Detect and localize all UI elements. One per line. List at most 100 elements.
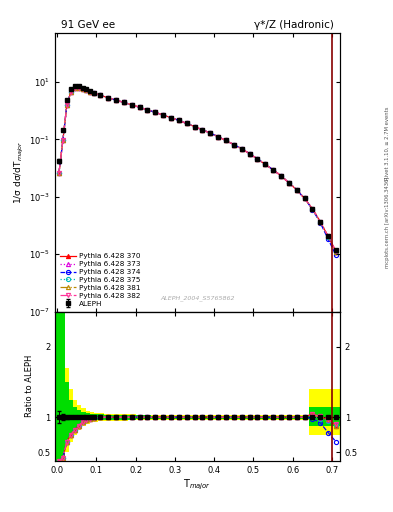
Pythia 6.428 382 bbox=[231, 141, 236, 147]
Pythia 6.428 373 bbox=[286, 180, 291, 186]
Pythia 6.428 375 bbox=[263, 161, 268, 167]
Pythia 6.428 374 bbox=[208, 130, 213, 136]
Pythia 6.428 381 bbox=[61, 137, 65, 143]
Pythia 6.428 370 bbox=[326, 233, 331, 240]
Pythia 6.428 382 bbox=[239, 146, 244, 152]
Pythia 6.428 370 bbox=[61, 137, 65, 143]
Pythia 6.428 373 bbox=[184, 120, 189, 126]
Pythia 6.428 370 bbox=[68, 90, 73, 96]
Pythia 6.428 382 bbox=[98, 92, 103, 98]
Pythia 6.428 375 bbox=[286, 180, 291, 186]
Pythia 6.428 381 bbox=[286, 180, 291, 186]
Pythia 6.428 381 bbox=[224, 137, 228, 143]
Pythia 6.428 374 bbox=[114, 97, 118, 103]
Pythia 6.428 381 bbox=[169, 115, 173, 121]
Pythia 6.428 375 bbox=[61, 137, 65, 143]
Pythia 6.428 375 bbox=[161, 112, 165, 118]
Y-axis label: Ratio to ALEPH: Ratio to ALEPH bbox=[25, 355, 34, 417]
Pythia 6.428 382 bbox=[318, 219, 323, 225]
Pythia 6.428 370 bbox=[310, 206, 315, 212]
Pythia 6.428 381 bbox=[239, 146, 244, 152]
Pythia 6.428 373 bbox=[80, 86, 85, 92]
Pythia 6.428 374 bbox=[286, 180, 291, 186]
Pythia 6.428 375 bbox=[176, 117, 181, 123]
Pythia 6.428 375 bbox=[92, 90, 97, 96]
Pythia 6.428 382 bbox=[88, 89, 93, 95]
Pythia 6.428 382 bbox=[137, 104, 142, 111]
Pythia 6.428 370 bbox=[224, 137, 228, 143]
Pythia 6.428 370 bbox=[129, 102, 134, 108]
Pythia 6.428 370 bbox=[184, 120, 189, 126]
Pythia 6.428 381 bbox=[92, 90, 97, 96]
Pythia 6.428 370 bbox=[334, 249, 338, 255]
Pythia 6.428 375 bbox=[64, 102, 69, 108]
Pythia 6.428 382 bbox=[310, 206, 315, 212]
Pythia 6.428 381 bbox=[326, 233, 331, 240]
Pythia 6.428 374 bbox=[137, 104, 142, 111]
Pythia 6.428 375 bbox=[121, 99, 126, 105]
Pythia 6.428 370 bbox=[192, 123, 197, 130]
Pythia 6.428 370 bbox=[271, 167, 275, 173]
Pythia 6.428 374 bbox=[92, 90, 97, 96]
Pythia 6.428 370 bbox=[84, 87, 89, 93]
Pythia 6.428 382 bbox=[145, 106, 150, 113]
Pythia 6.428 381 bbox=[161, 112, 165, 118]
Pythia 6.428 375 bbox=[216, 134, 220, 140]
Pythia 6.428 373 bbox=[247, 151, 252, 157]
Pythia 6.428 375 bbox=[88, 89, 93, 95]
Pythia 6.428 382 bbox=[84, 87, 89, 93]
Pythia 6.428 381 bbox=[255, 156, 260, 162]
Pythia 6.428 382 bbox=[80, 86, 85, 92]
Pythia 6.428 375 bbox=[208, 130, 213, 136]
Pythia 6.428 381 bbox=[64, 102, 69, 108]
Pythia 6.428 370 bbox=[106, 95, 110, 101]
Pythia 6.428 373 bbox=[72, 85, 77, 91]
Pythia 6.428 382 bbox=[106, 95, 110, 101]
Pythia 6.428 381 bbox=[153, 109, 158, 115]
Pythia 6.428 373 bbox=[88, 89, 93, 95]
Pythia 6.428 375 bbox=[145, 106, 150, 113]
Pythia 6.428 382 bbox=[271, 167, 275, 173]
Pythia 6.428 373 bbox=[92, 90, 97, 96]
Pythia 6.428 370 bbox=[200, 126, 205, 133]
Pythia 6.428 375 bbox=[106, 95, 110, 101]
Pythia 6.428 374 bbox=[129, 102, 134, 108]
Pythia 6.428 373 bbox=[137, 104, 142, 111]
Pythia 6.428 373 bbox=[255, 156, 260, 162]
Pythia 6.428 382 bbox=[169, 115, 173, 121]
Pythia 6.428 382 bbox=[153, 109, 158, 115]
Pythia 6.428 375 bbox=[294, 187, 299, 193]
Pythia 6.428 381 bbox=[84, 87, 89, 93]
Pythia 6.428 374 bbox=[106, 95, 110, 101]
Line: Pythia 6.428 382: Pythia 6.428 382 bbox=[57, 86, 338, 253]
Pythia 6.428 375 bbox=[68, 90, 73, 96]
Pythia 6.428 374 bbox=[279, 173, 283, 179]
Pythia 6.428 374 bbox=[88, 89, 93, 95]
Pythia 6.428 382 bbox=[286, 180, 291, 186]
Pythia 6.428 374 bbox=[68, 90, 73, 96]
Pythia 6.428 373 bbox=[161, 112, 165, 118]
Pythia 6.428 375 bbox=[279, 173, 283, 179]
Pythia 6.428 375 bbox=[239, 146, 244, 152]
Pythia 6.428 381 bbox=[263, 161, 268, 167]
Pythia 6.428 381 bbox=[68, 90, 73, 96]
Pythia 6.428 381 bbox=[318, 219, 323, 225]
Pythia 6.428 370 bbox=[176, 117, 181, 123]
Pythia 6.428 381 bbox=[216, 134, 220, 140]
Pythia 6.428 373 bbox=[271, 167, 275, 173]
Pythia 6.428 381 bbox=[192, 123, 197, 130]
Pythia 6.428 375 bbox=[318, 219, 323, 225]
Pythia 6.428 373 bbox=[224, 137, 228, 143]
Pythia 6.428 382 bbox=[57, 170, 61, 176]
Pythia 6.428 381 bbox=[184, 120, 189, 126]
Pythia 6.428 382 bbox=[184, 120, 189, 126]
Pythia 6.428 373 bbox=[68, 90, 73, 96]
Pythia 6.428 382 bbox=[72, 85, 77, 91]
Pythia 6.428 374 bbox=[161, 112, 165, 118]
Pythia 6.428 373 bbox=[61, 137, 65, 143]
Pythia 6.428 381 bbox=[72, 85, 77, 91]
Pythia 6.428 382 bbox=[326, 233, 331, 240]
Pythia 6.428 370 bbox=[76, 85, 81, 91]
Pythia 6.428 374 bbox=[80, 86, 85, 92]
Pythia 6.428 382 bbox=[92, 90, 97, 96]
